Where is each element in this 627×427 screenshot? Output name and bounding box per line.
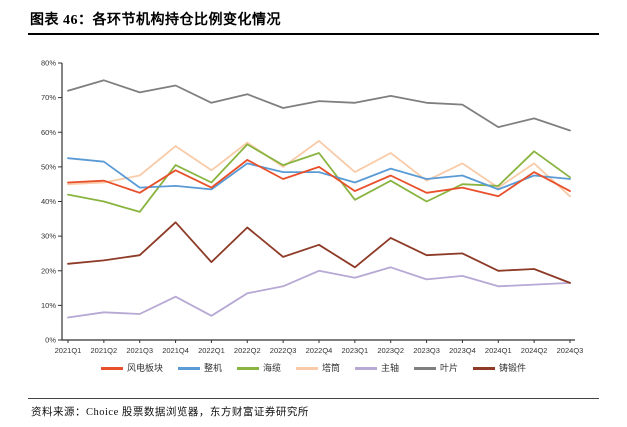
legend-swatch xyxy=(355,367,377,370)
legend-item: 整机 xyxy=(177,363,222,373)
legend-label: 风电板块 xyxy=(126,363,163,373)
axes-spines xyxy=(61,63,575,341)
figure-title: 图表 46：各环节机构持仓比例变化情况 xyxy=(30,13,281,28)
legend-swatch xyxy=(414,367,437,370)
legend-item: 铸锻件 xyxy=(473,364,526,373)
legend-swatch xyxy=(100,367,123,370)
x-tick-label: 2021Q2 xyxy=(91,346,118,355)
y-tick-label: 0% xyxy=(45,336,56,345)
series-line-风电板块 xyxy=(67,159,571,198)
x-tick-label: 2024Q1 xyxy=(485,346,512,355)
legend-swatch xyxy=(177,367,200,370)
x-tick-label: 2021Q1 xyxy=(55,346,82,355)
y-tick-label: 60% xyxy=(41,128,56,137)
x-tick-label: 2022Q4 xyxy=(306,346,333,355)
legend-item: 主轴 xyxy=(355,364,399,373)
x-tick-label: 2023Q1 xyxy=(342,346,369,355)
x-tick-label: 2021Q3 xyxy=(126,346,153,355)
legend-swatch xyxy=(295,367,318,370)
series-line-塔筒 xyxy=(67,140,571,198)
series-line-主轴 xyxy=(67,266,571,319)
x-tick-label: 2022Q2 xyxy=(234,346,261,355)
y-tick-label: 80% xyxy=(41,59,56,68)
legend-item: 叶片 xyxy=(414,364,458,373)
y-tick-label: 10% xyxy=(41,301,56,310)
legend-label: 海缆 xyxy=(262,363,281,373)
series-line-海缆 xyxy=(67,143,571,213)
legend-label: 主轴 xyxy=(381,363,400,373)
series-line-铸锻件 xyxy=(67,221,571,284)
x-tick-label: 2023Q3 xyxy=(413,346,440,355)
x-tick-label: 2024Q3 xyxy=(557,346,584,355)
y-tick-label: 30% xyxy=(41,232,56,241)
y-tick-label: 70% xyxy=(41,93,56,102)
legend-label: 铸锻件 xyxy=(499,363,527,373)
x-tick-label: 2022Q1 xyxy=(198,346,225,355)
series-line-整机 xyxy=(67,157,571,191)
source-divider xyxy=(28,398,599,399)
x-tick-label: 2021Q4 xyxy=(162,346,189,355)
legend-item: 海缆 xyxy=(236,363,281,373)
source-note: 资料来源：Choice 股票数据浏览器，东方财富证券研究所 xyxy=(31,407,309,418)
title-underline xyxy=(28,33,599,35)
line-chart: 0% 10% 20% 30% 40% 50% 60% 70% 80% 2021Q1 2021Q2 20… xyxy=(0,50,627,360)
x-tick-label: 2022Q3 xyxy=(270,346,297,355)
legend-label: 叶片 xyxy=(440,363,459,373)
y-tick-label: 50% xyxy=(41,162,56,171)
y-tick-label: 40% xyxy=(41,197,56,206)
x-tick-label: 2023Q2 xyxy=(377,346,404,355)
legend-item: 风电板块 xyxy=(100,363,163,373)
legend-item: 塔筒 xyxy=(295,363,340,373)
legend-label: 整机 xyxy=(203,363,222,373)
x-tick-label: 2024Q2 xyxy=(521,346,548,355)
x-tick-label: 2023Q4 xyxy=(449,346,476,355)
chart-legend: 风电板块 整机 海缆 塔筒 主轴 叶片 铸锻件 xyxy=(0,364,627,373)
chart-plot-area: 0% 10% 20% 30% 40% 50% 60% 70% 80% 2021Q1 2021Q2 20… xyxy=(41,59,584,355)
legend-swatch xyxy=(236,367,259,370)
legend-swatch xyxy=(473,367,496,370)
series-line-叶片 xyxy=(67,79,571,132)
y-tick-label: 20% xyxy=(41,266,56,275)
legend-label: 塔筒 xyxy=(321,363,340,373)
